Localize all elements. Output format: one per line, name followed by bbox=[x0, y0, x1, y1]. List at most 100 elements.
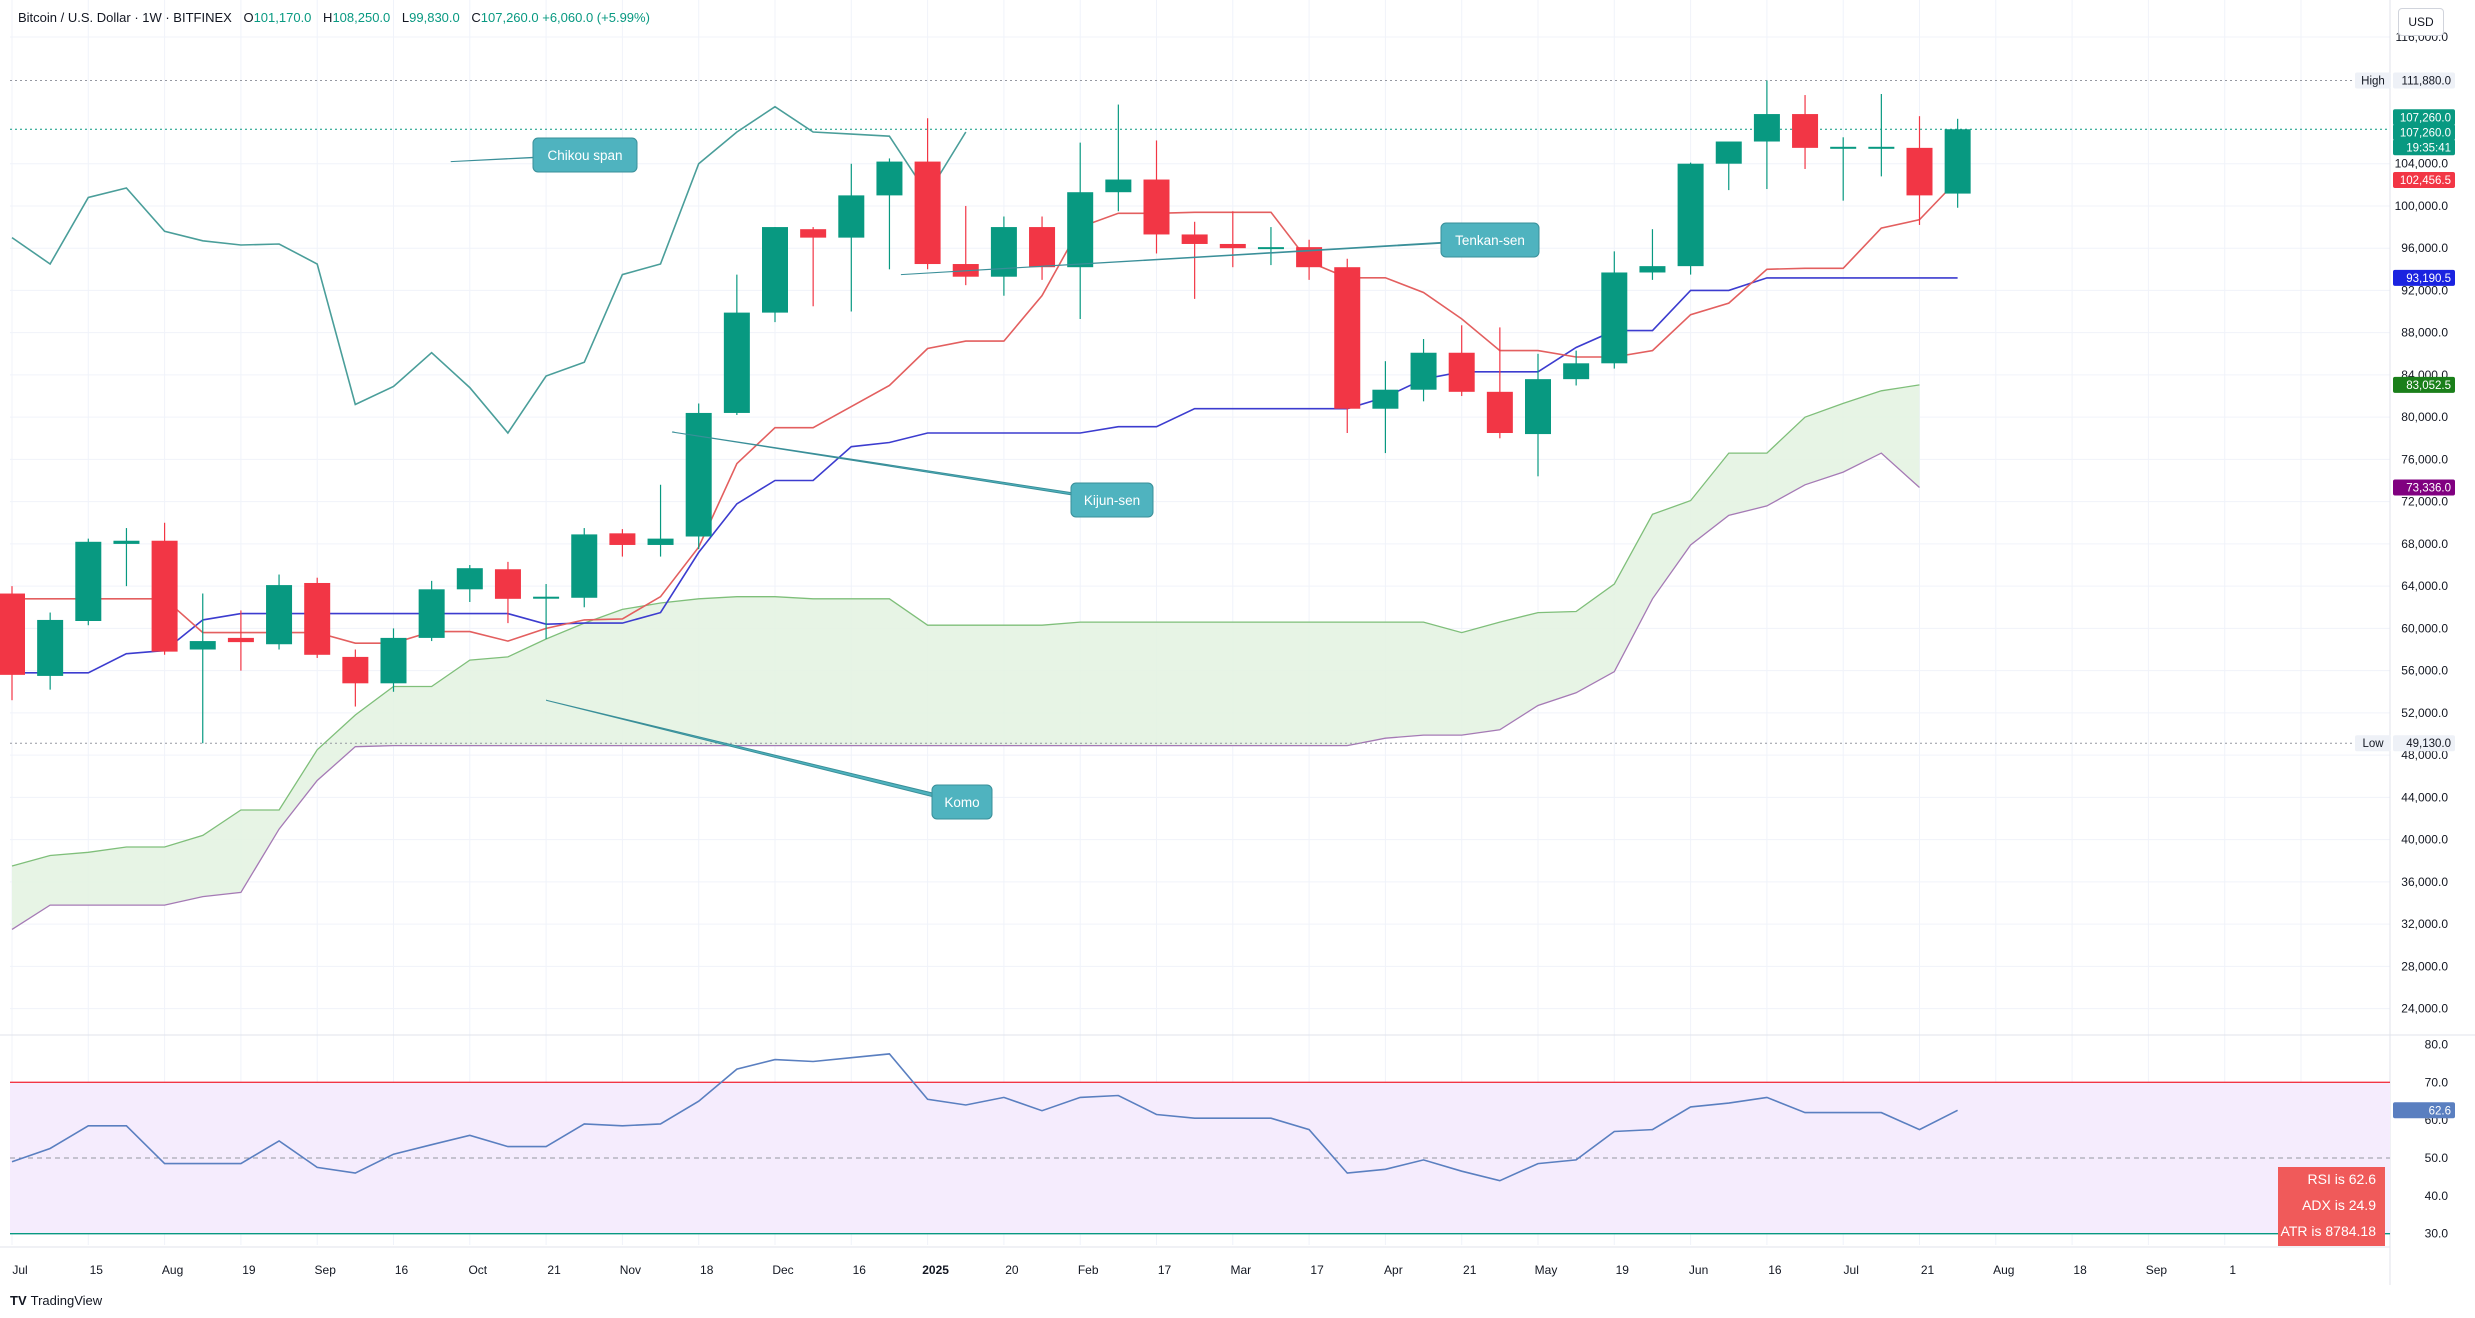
price-tag-low: 49,130.0 Low bbox=[2355, 735, 2455, 752]
time-tick-label: 18 bbox=[700, 1263, 714, 1277]
price-tag-value: 102,456.5 bbox=[2400, 175, 2451, 187]
time-tick-label: 19 bbox=[242, 1263, 256, 1277]
price-tag-timer: 19:35:41 bbox=[2393, 139, 2455, 156]
price-tick-label: 88,000.0 bbox=[2401, 326, 2448, 340]
candle-body bbox=[1906, 147, 1933, 196]
candle-body bbox=[571, 534, 598, 598]
price-tick-label: 60,000.0 bbox=[2401, 621, 2448, 635]
callout-box bbox=[931, 784, 993, 820]
candle bbox=[304, 577, 331, 658]
price-tick-label: 36,000.0 bbox=[2401, 875, 2448, 889]
candle-body bbox=[762, 227, 788, 313]
candle bbox=[0, 586, 25, 701]
kumo-cloud bbox=[11, 384, 1920, 930]
candle bbox=[342, 649, 369, 707]
time-tick-label: 17 bbox=[1158, 1263, 1172, 1277]
candle-body bbox=[1753, 114, 1780, 142]
candle-body bbox=[1067, 192, 1094, 268]
price-tick-label: 56,000.0 bbox=[2401, 664, 2448, 678]
candle-body bbox=[1868, 146, 1895, 149]
candle bbox=[1525, 353, 1551, 477]
rsi-tick-label: 70.0 bbox=[2425, 1075, 2449, 1089]
candle-body bbox=[1944, 129, 1971, 194]
candle bbox=[1067, 142, 1094, 319]
candle bbox=[533, 584, 560, 639]
price-tag-kijun: 93,190.5 bbox=[2393, 269, 2455, 286]
candle bbox=[1868, 93, 1895, 177]
candle bbox=[227, 610, 254, 671]
candle bbox=[1753, 80, 1780, 190]
price-tick-label: 104,000.0 bbox=[2395, 157, 2449, 171]
price-tick-label: 100,000.0 bbox=[2395, 199, 2449, 213]
candle bbox=[418, 580, 445, 642]
candle-body bbox=[1792, 114, 1819, 148]
currency-selector[interactable]: USD bbox=[2398, 8, 2444, 36]
price-tag-high: 111,880.0 High bbox=[2355, 72, 2455, 89]
price-tick-label: 32,000.0 bbox=[2401, 917, 2448, 931]
candle-body bbox=[151, 540, 178, 652]
candle bbox=[1029, 216, 1056, 280]
price-tag-senkou_b: 73,336.0 bbox=[2393, 479, 2455, 496]
candle bbox=[647, 484, 674, 557]
open-label: O bbox=[243, 10, 254, 25]
candle bbox=[952, 205, 979, 286]
tradingview-logo[interactable]: TV TradingView bbox=[10, 1293, 102, 1308]
candle-body bbox=[0, 593, 25, 675]
candle bbox=[1906, 116, 1933, 225]
candle bbox=[151, 522, 178, 655]
price-tick-label: 80,000.0 bbox=[2401, 410, 2448, 424]
candle bbox=[113, 528, 140, 587]
time-tick-label: 2025 bbox=[922, 1263, 949, 1277]
candle-body bbox=[1525, 379, 1551, 435]
candle bbox=[1792, 95, 1819, 169]
price-tag-value: 107,260.0 bbox=[2400, 127, 2451, 139]
candle bbox=[266, 574, 293, 650]
time-tick-label: 15 bbox=[90, 1263, 104, 1277]
time-tick-label: 16 bbox=[395, 1263, 409, 1277]
time-tick-label: 16 bbox=[853, 1263, 867, 1277]
time-tick-label: 16 bbox=[1768, 1263, 1782, 1277]
annotation-callout: Komo bbox=[545, 699, 993, 820]
candle-body bbox=[380, 637, 407, 684]
candle-body bbox=[914, 161, 941, 265]
candle-body bbox=[227, 637, 254, 643]
price-tag-value: 62.6 bbox=[2429, 1105, 2451, 1117]
time-tick-label: Jul bbox=[12, 1263, 27, 1277]
rsi-tick-label: 80.0 bbox=[2425, 1037, 2449, 1051]
price-tag-close: 107,260.0 bbox=[2393, 109, 2455, 126]
candle bbox=[1296, 239, 1323, 280]
tv-logo-icon: TV bbox=[10, 1293, 27, 1308]
time-tick-label: 1 bbox=[2229, 1263, 2236, 1277]
candle-body bbox=[1105, 179, 1132, 193]
open-value: 101,170.0 bbox=[253, 10, 312, 25]
annotation-callouts: Chikou span Tenkan-sen Kijun-sen Komo bbox=[450, 137, 1540, 820]
candle-body bbox=[647, 538, 674, 545]
candle-body bbox=[418, 589, 445, 638]
candle bbox=[189, 593, 216, 744]
candle bbox=[1334, 258, 1361, 434]
price-tag-box bbox=[2393, 124, 2455, 141]
brand-name: TradingView bbox=[30, 1293, 103, 1308]
candle bbox=[1257, 227, 1284, 266]
high-label: H bbox=[323, 10, 333, 25]
candle bbox=[1715, 141, 1742, 191]
price-tag-value: 93,190.5 bbox=[2406, 273, 2451, 285]
candle-body bbox=[876, 161, 903, 196]
time-tick-label: 21 bbox=[1921, 1263, 1935, 1277]
annotation-callout: Kijun-sen bbox=[671, 431, 1154, 518]
candle bbox=[762, 227, 788, 323]
callout-box bbox=[1440, 222, 1540, 258]
candle bbox=[1410, 339, 1437, 402]
candle-body bbox=[685, 412, 712, 537]
candle bbox=[914, 118, 941, 270]
candle-body bbox=[1029, 227, 1056, 268]
candle-body bbox=[1715, 141, 1742, 164]
annotation-callout: Chikou span bbox=[450, 137, 638, 173]
change-value: +6,060.0 (+5.99%) bbox=[542, 10, 650, 25]
candle-body bbox=[609, 533, 636, 545]
callout-label: Kijun-sen bbox=[1084, 493, 1140, 508]
candle bbox=[1944, 118, 1971, 208]
candle-body bbox=[189, 641, 216, 650]
price-tag-box bbox=[2393, 376, 2455, 393]
